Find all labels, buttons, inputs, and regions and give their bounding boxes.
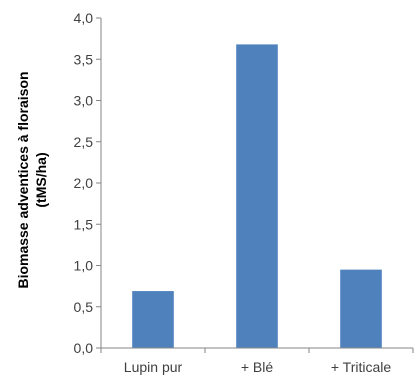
bar bbox=[132, 291, 174, 348]
y-tick-label: 2,0 bbox=[74, 175, 94, 191]
y-tick-label: 3,5 bbox=[74, 51, 94, 67]
y-tick-label: 0,0 bbox=[74, 340, 94, 356]
x-tick-label: + Triticale bbox=[331, 359, 392, 375]
y-axis-title-line2: (tMS/ha) bbox=[33, 152, 49, 207]
bar bbox=[236, 44, 278, 349]
y-tick-label: 0,5 bbox=[74, 299, 94, 315]
y-axis-title: Biomasse adventices à floraison (tMS/ha) bbox=[15, 71, 49, 288]
y-axis: 0,0 0,5 1,0 1,5 2,0 2,5 3,0 3,5 4,0 bbox=[74, 10, 102, 356]
x-tick-label: + Blé bbox=[241, 359, 274, 375]
bars bbox=[132, 44, 382, 349]
y-tick-label: 1,5 bbox=[74, 216, 94, 232]
bar bbox=[340, 269, 382, 348]
x-axis: Lupin pur + Blé + Triticale bbox=[100, 347, 414, 375]
y-tick-label: 2,5 bbox=[74, 134, 94, 150]
y-axis-title-line1: Biomasse adventices à floraison bbox=[15, 71, 31, 288]
y-tick-label: 4,0 bbox=[74, 10, 94, 26]
y-tick-label: 3,0 bbox=[74, 93, 94, 109]
x-tick-label: Lupin pur bbox=[124, 359, 183, 375]
y-tick-label: 1,0 bbox=[74, 258, 94, 274]
